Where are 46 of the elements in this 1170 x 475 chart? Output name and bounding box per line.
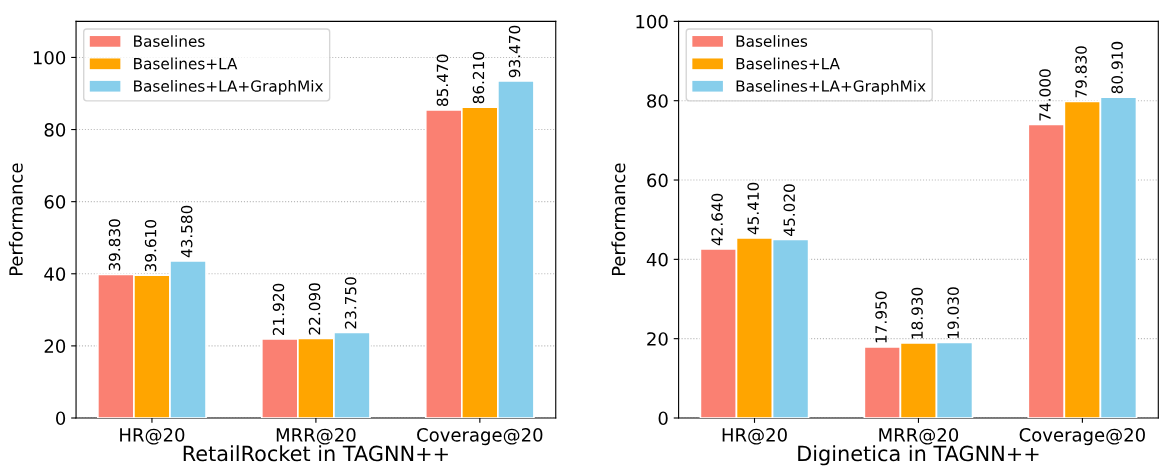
data-label: 22.090 (308, 283, 321, 335)
data-label: 18.930 (911, 287, 923, 339)
data-label: 85.470 (436, 54, 449, 107)
data-label: 39.610 (144, 219, 157, 272)
data-label: 93.470 (508, 25, 521, 78)
data-label: 39.830 (108, 219, 121, 271)
data-label: 79.830 (1075, 46, 1087, 98)
legend-label: Baselines+LA+GraphMix (736, 79, 926, 95)
y-tick-label: 40 (44, 267, 66, 281)
legend-label: Baselines+LA (134, 57, 238, 70)
y-tick-label: 20 (44, 339, 66, 353)
y-tick-label: 60 (44, 195, 66, 209)
data-label: 45.020 (783, 184, 796, 236)
legend-label: Baselines (134, 35, 205, 47)
x-tick-label: MRR@20 (879, 428, 959, 445)
x-tick-label: MRR@20 (276, 428, 356, 445)
data-label: 23.750 (344, 277, 357, 329)
y-axis-title: Performance (611, 163, 626, 276)
data-label: 74.000 (1039, 69, 1051, 121)
y-tick-label: 20 (647, 332, 668, 346)
data-label: 86.210 (472, 51, 485, 104)
y-tick-label: 40 (646, 252, 668, 267)
data-label: 19.030 (947, 287, 959, 339)
y-tick-label: 0 (658, 411, 668, 426)
y-axis-title: Performance (8, 163, 23, 276)
legend-label: Baselines (736, 35, 808, 47)
data-label: 43.580 (180, 205, 193, 258)
y-tick-label: 60 (647, 173, 668, 188)
x-tick-label: HR@20 (120, 428, 185, 445)
x-axis-title: RetailRocket in TAGNN++ (183, 445, 448, 462)
data-label: 42.640 (711, 193, 723, 246)
y-tick-label: 0 (56, 411, 66, 426)
y-tick-label: 80 (647, 94, 668, 108)
y-tick-label: 80 (44, 123, 66, 137)
data-label: 80.910 (1111, 41, 1123, 94)
x-tick-label: Coverage@20 (1019, 428, 1145, 446)
legend-label: Baselines+LA+GraphMix (134, 79, 324, 95)
x-tick-label: Coverage@20 (417, 428, 543, 446)
x-tick-label: HR@20 (722, 428, 787, 445)
data-label: 45.410 (747, 182, 759, 235)
data-label: 21.920 (272, 283, 285, 336)
y-tick-label: 100 (33, 50, 66, 65)
data-label: 17.950 (875, 291, 887, 343)
y-tick-label: 100 (636, 14, 668, 29)
legend-label: Baselines+LA (736, 57, 840, 70)
x-axis-title: Diginetica in TAGNN++ (798, 445, 1039, 466)
